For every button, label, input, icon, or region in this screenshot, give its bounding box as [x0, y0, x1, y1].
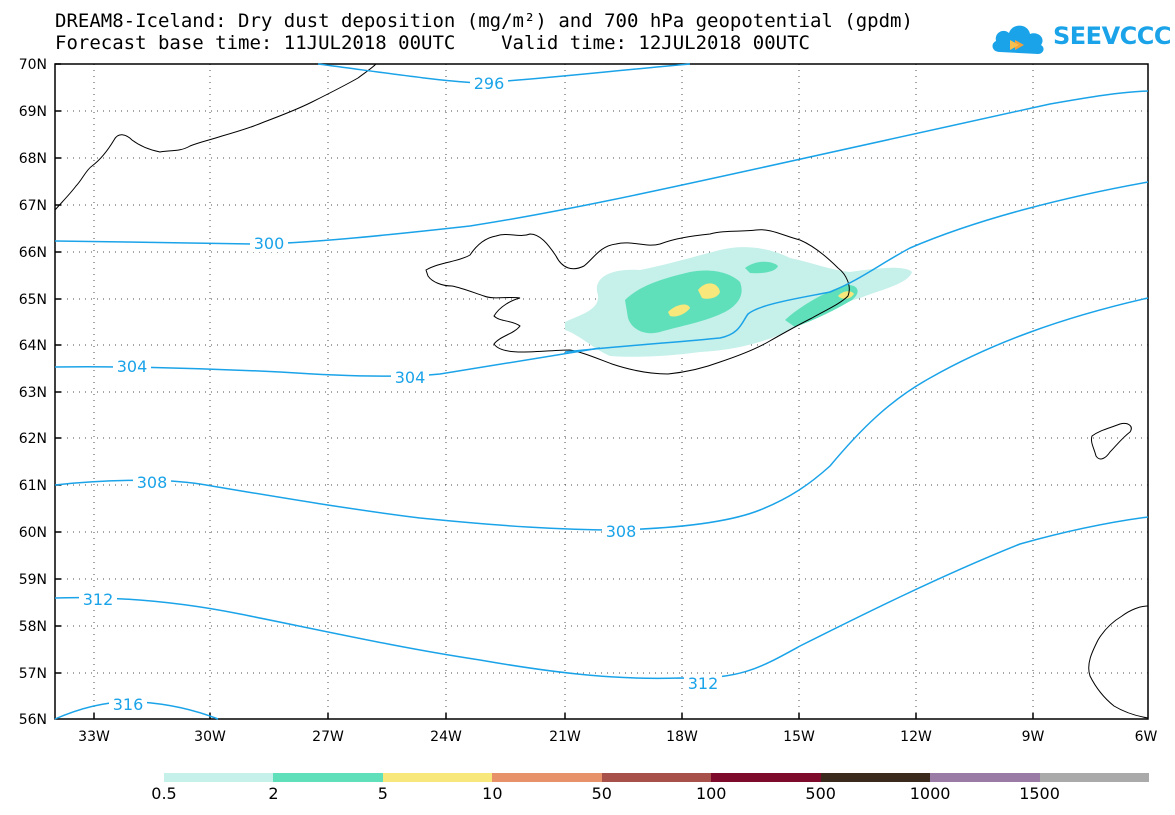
longitude-labels: 33W 30W 27W 24W 21W 18W 15W 12W 9W 6W: [78, 729, 1157, 745]
legend-swatch: [382, 773, 493, 782]
lon-label: 15W: [783, 729, 815, 745]
legend-label: 5: [377, 784, 388, 803]
lat-label: 70N: [19, 57, 47, 73]
chart-subtitle: Forecast base time: 11JUL2018 00UTC Vali…: [55, 32, 810, 54]
lon-label: 9W: [1022, 729, 1045, 745]
lon-label: 24W: [430, 729, 462, 745]
lat-label: 68N: [19, 151, 47, 167]
lon-label: 18W: [666, 729, 698, 745]
lon-label: 33W: [78, 729, 110, 745]
contour-label: 308: [606, 522, 637, 541]
legend-label: 2: [268, 784, 279, 803]
dust-area-light: [565, 247, 912, 357]
coastlines: [54, 63, 1149, 719]
lon-label: 21W: [549, 729, 581, 745]
lon-label: 12W: [900, 729, 932, 745]
contour-label: 312: [83, 590, 114, 609]
iceland-coastline: [425, 229, 850, 375]
lat-label: 59N: [19, 572, 47, 588]
legend-label: 100: [695, 784, 727, 803]
lat-label: 57N: [19, 666, 47, 682]
legend-swatch: [820, 773, 931, 782]
dust-area-high-3: [838, 291, 854, 299]
faroe-islands: [1091, 423, 1132, 460]
contour-label: 296: [474, 74, 505, 93]
legend-swatch: [492, 773, 602, 782]
seevccc-logo: [990, 14, 1130, 58]
logo-text: SEEVCCC: [1053, 22, 1172, 50]
legend-label: 1000: [909, 784, 951, 803]
legend-label: 10: [482, 784, 503, 803]
legend-label: 0.5: [151, 784, 177, 803]
lon-label: 30W: [194, 729, 226, 745]
lat-label: 67N: [19, 198, 47, 214]
latitude-labels: 70N 69N 68N 67N 66N 65N 64N 63N 62N 61N …: [19, 57, 47, 728]
lat-label: 64N: [19, 338, 47, 354]
lat-label: 62N: [19, 431, 47, 447]
lat-label: 60N: [19, 525, 47, 541]
legend-swatch: [711, 773, 821, 782]
legend-swatch: [164, 773, 274, 782]
cloud-icon: [992, 25, 1044, 54]
contour-label: 304: [117, 357, 148, 376]
dust-area-medium-2: [745, 261, 778, 274]
legend-swatch: [273, 773, 383, 782]
contour-labels: 296 300 304 304 308 308 312 312 316: [79, 74, 722, 714]
lat-label: 56N: [19, 712, 47, 728]
legend-label: 500: [805, 784, 836, 803]
lat-label: 63N: [19, 385, 47, 401]
legend-label: 50: [591, 784, 612, 803]
legend-swatch: [1039, 773, 1149, 782]
greenland-coastline: [54, 63, 377, 211]
lat-label: 61N: [19, 478, 47, 494]
contour-label: 304: [395, 368, 426, 387]
contour-label: 308: [137, 473, 168, 492]
lat-label: 65N: [19, 292, 47, 308]
contour-300b: [564, 181, 1149, 353]
lon-label: 6W: [1135, 729, 1158, 745]
contour-label: 300: [254, 234, 285, 253]
dust-area-high: [698, 283, 720, 299]
legend-swatch: [930, 773, 1040, 782]
contour-label: 312: [688, 674, 719, 693]
lat-label: 66N: [19, 245, 47, 261]
contour-312: [54, 516, 1149, 680]
dust-area-high-2: [668, 304, 690, 317]
lat-label: 69N: [19, 104, 47, 120]
contour-label: 316: [113, 695, 144, 714]
dust-deposition-field: [565, 247, 912, 357]
legend-colorbar: [164, 773, 1149, 782]
legend-swatch: [601, 773, 712, 782]
lon-label: 27W: [312, 729, 344, 745]
lat-label: 58N: [19, 619, 47, 635]
grid-lines: [55, 64, 1148, 719]
axis-ticks: [55, 63, 1034, 719]
norway-coastline: [1088, 605, 1149, 719]
legend-label: 1500: [1019, 784, 1060, 803]
contour-308: [54, 297, 1149, 531]
chart-title: DREAM8-Iceland: Dry dust deposition (mg/…: [55, 10, 913, 32]
contour-300: [54, 90, 1149, 245]
